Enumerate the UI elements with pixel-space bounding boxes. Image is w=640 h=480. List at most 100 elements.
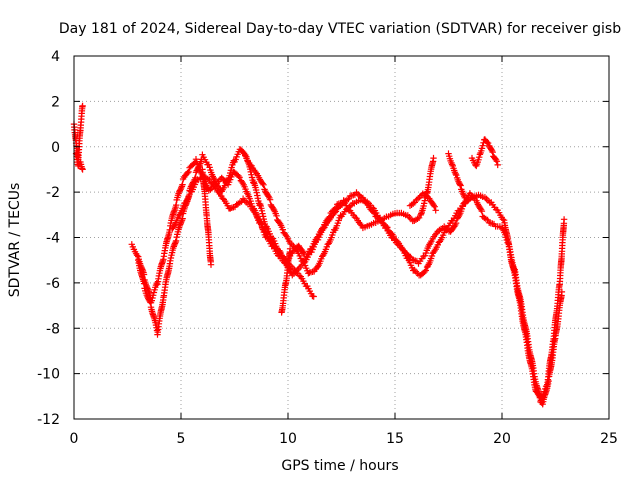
series-pass-j [468,136,501,170]
data-point [273,212,280,219]
data-point [456,181,464,188]
y-tick-label: 4 [51,49,60,65]
data-point [451,223,458,230]
data-point [260,181,267,188]
series-line [171,175,315,297]
x-tick-label: 10 [279,431,297,447]
axis-ticks [73,55,610,420]
data-point [147,299,154,306]
data-point [476,154,483,161]
data-point [269,239,276,246]
data-point [325,218,332,225]
data-point [133,252,141,259]
data-point [286,245,294,252]
data-point [431,203,438,210]
data-point [448,161,456,168]
x-tick-label: 5 [177,431,186,447]
grid-lines [74,56,609,419]
data-point [207,261,215,268]
data-point [310,293,317,300]
y-axis-label: SDTVAR / TECUs [7,183,23,298]
data-point [461,194,469,201]
data-point [432,207,439,214]
y-tick-label: 0 [51,140,60,156]
data-point [479,142,486,149]
data-point [430,202,437,209]
series-pass-f [169,173,317,300]
data-point [492,156,500,163]
series-pass-e [242,152,568,406]
x-axis-label: GPS time / hours [281,458,398,474]
data-point [244,190,251,197]
data-point [422,267,429,274]
y-tick-label: -8 [46,321,60,337]
y-tick-label: 2 [51,94,60,110]
data-point [257,219,264,226]
data-point [178,184,185,192]
data-point [488,147,496,154]
data-point [462,198,469,205]
data-point [457,182,464,189]
data-point [484,139,492,147]
data-point [414,195,422,202]
data-point [432,231,439,238]
data-point [478,208,486,215]
data-point [263,230,270,237]
data-point [357,220,364,228]
data-point [430,154,437,162]
data-point [195,163,202,170]
data-point [259,180,266,187]
data-point [179,181,186,188]
series-pass-h [278,245,294,316]
y-tick-label: -10 [37,367,60,383]
data-point [210,174,217,182]
series-pass-g [199,166,215,268]
data-point [452,170,459,178]
data-point [277,248,284,256]
data-point [236,174,243,181]
y-tick-label: -2 [46,185,60,201]
data-point [247,161,254,169]
data-point [264,231,271,238]
data-point [493,158,501,165]
y-tick-labels: -12 -10 -8 -6 -4 -2 0 2 4 [37,49,60,428]
x-tick-label: 0 [70,431,79,447]
data-point [452,219,460,227]
x-tick-label: 15 [386,431,404,447]
data-point [477,206,485,213]
x-tick-label: 25 [600,431,618,447]
x-tick-label: 20 [493,431,511,447]
data-point [494,161,501,169]
x-tick-labels: 0 5 10 15 20 25 [70,431,618,447]
y-tick-label: -6 [46,276,60,292]
data-point [227,167,235,174]
data-point [332,208,340,215]
y-tick-label: -12 [37,412,60,428]
data-point [320,225,327,232]
data-point [265,193,272,200]
data-point [476,151,484,158]
data-point [252,168,259,176]
y-tick-label: -4 [46,231,60,247]
data-point [499,216,507,223]
data-point [146,297,153,305]
series-layer [70,102,568,408]
data-point [460,191,467,198]
data-point [314,263,321,270]
data-point [266,196,274,203]
data-point [184,169,191,177]
data-point [426,241,433,248]
data-point [275,247,283,254]
chart-title: Day 181 of 2024, Sidereal Day-to-day VTE… [59,21,621,37]
data-point [270,240,278,247]
data-point [489,149,496,156]
data-point [279,226,286,233]
series-pass-i [445,150,469,205]
data-point [459,190,466,197]
data-point [331,209,338,216]
data-point [150,292,157,299]
data-point [79,166,86,173]
series-pass-a [70,102,86,163]
data-point [560,216,568,223]
